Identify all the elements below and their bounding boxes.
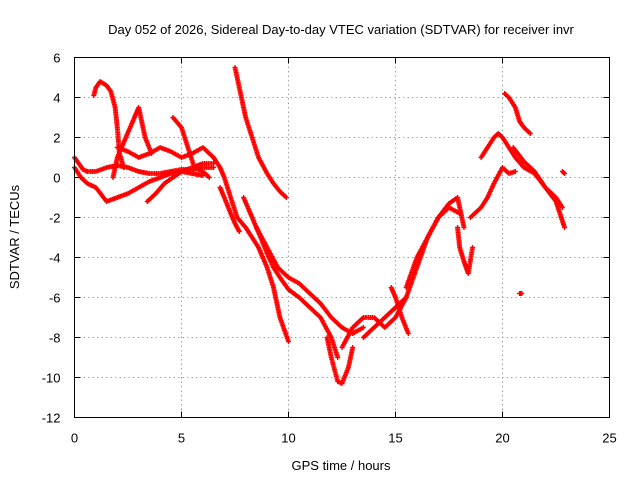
x-tick-label: 20 bbox=[495, 431, 509, 446]
y-tick-label: -4 bbox=[49, 251, 61, 266]
series-track-c bbox=[91, 79, 127, 170]
x-axis-label: GPS time / hours bbox=[292, 458, 391, 473]
data-point bbox=[470, 245, 476, 250]
x-tick-label: 25 bbox=[602, 431, 616, 446]
series-track-w bbox=[517, 291, 525, 296]
series-track-r bbox=[455, 225, 476, 276]
series-track-p bbox=[388, 285, 411, 336]
x-tick-label: 5 bbox=[178, 431, 185, 446]
data-point bbox=[405, 331, 411, 336]
series-track-i bbox=[217, 185, 242, 234]
y-tick-label: -2 bbox=[49, 211, 61, 226]
y-tick-label: 2 bbox=[53, 131, 60, 146]
y-tick-label: -10 bbox=[42, 371, 61, 386]
y-tick-label: 6 bbox=[53, 51, 60, 66]
series-track-u bbox=[502, 91, 533, 136]
data-point bbox=[519, 291, 525, 296]
y-axis-label: SDTVAR / TECUs bbox=[7, 184, 22, 289]
y-tick-label: -12 bbox=[42, 411, 61, 426]
data-point bbox=[559, 205, 565, 210]
series-track-g bbox=[170, 115, 212, 180]
y-tick-label: 0 bbox=[53, 171, 60, 186]
y-tick-label: -8 bbox=[49, 331, 61, 346]
data-point bbox=[360, 325, 366, 330]
data-point bbox=[461, 225, 467, 230]
y-tick-label: -6 bbox=[49, 291, 61, 306]
series-track-h bbox=[211, 155, 291, 344]
series-track-j bbox=[232, 65, 289, 200]
data-point bbox=[283, 195, 289, 200]
x-tick-label: 15 bbox=[388, 431, 402, 446]
chart-title: Day 052 of 2026, Sidereal Day-to-day VTE… bbox=[108, 22, 574, 37]
series-track-s bbox=[467, 165, 518, 220]
series-track-x bbox=[559, 169, 568, 176]
data-point bbox=[350, 345, 356, 350]
data-point bbox=[286, 339, 291, 344]
series-track-l bbox=[253, 225, 366, 336]
data-point bbox=[562, 171, 568, 176]
series-track-b bbox=[72, 165, 206, 204]
data-point bbox=[121, 165, 127, 170]
data-point bbox=[335, 355, 341, 360]
plot-frame bbox=[74, 57, 610, 418]
data-point bbox=[512, 169, 518, 174]
x-tick-label: 10 bbox=[281, 431, 295, 446]
x-tick-label: 0 bbox=[71, 431, 78, 446]
series-track-q bbox=[403, 195, 467, 290]
grid-lines bbox=[74, 57, 610, 418]
series-track-v bbox=[510, 145, 568, 230]
axis-ticks: 0 5 10 15 20 25 -12 -10 -8 -6 -4 -2 0 2 4 6 bbox=[42, 51, 617, 446]
series-track-m bbox=[324, 335, 356, 386]
data-point bbox=[236, 229, 242, 234]
y-tick-label: 4 bbox=[53, 91, 60, 106]
data-point bbox=[527, 131, 533, 136]
data-point bbox=[206, 175, 212, 180]
series-track-e bbox=[114, 145, 217, 160]
data-markers bbox=[72, 65, 568, 386]
data-point bbox=[562, 225, 568, 230]
